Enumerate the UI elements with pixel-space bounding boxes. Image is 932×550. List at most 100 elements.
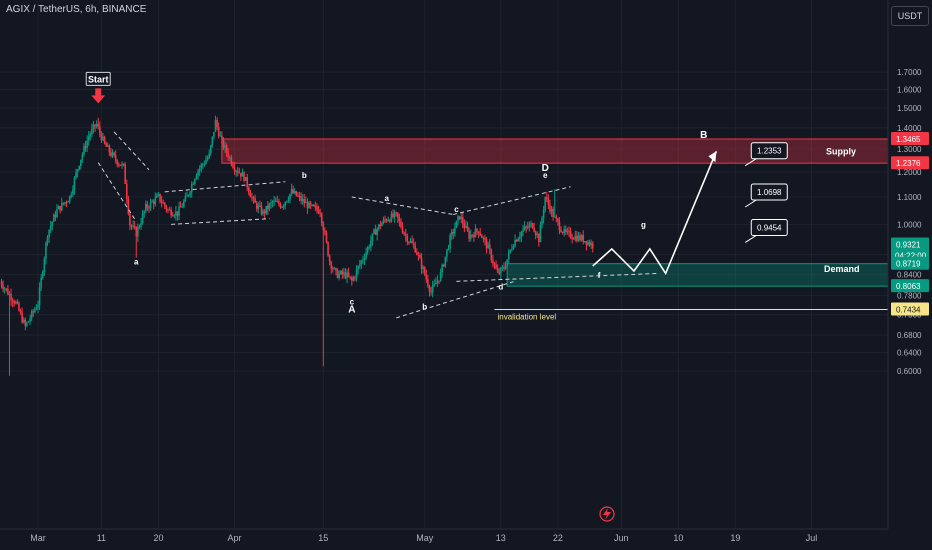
candle	[43, 256, 46, 276]
time-tick-label: Jul	[806, 533, 818, 543]
candle-body	[393, 212, 396, 218]
time-tick-label: 22	[553, 533, 563, 543]
candle	[398, 213, 401, 227]
candle-body	[392, 213, 394, 218]
candle	[330, 260, 333, 274]
candle-body	[68, 196, 71, 202]
candle	[102, 132, 104, 142]
candle-body	[184, 196, 187, 202]
candle-body	[338, 273, 340, 278]
candle	[579, 232, 581, 242]
candle	[94, 124, 96, 132]
candle-body	[481, 235, 483, 238]
candle-body	[377, 224, 380, 229]
candle-body	[97, 124, 100, 127]
candle	[241, 168, 244, 177]
candle-body	[568, 230, 570, 232]
candle-body	[175, 211, 177, 216]
time-tick-label: Mar	[30, 533, 46, 543]
candle	[152, 199, 155, 210]
candle	[89, 131, 92, 141]
candle-body	[205, 160, 207, 164]
candle	[547, 194, 550, 209]
target-pointer	[744, 235, 757, 243]
candle	[70, 191, 73, 199]
candle-body	[370, 240, 372, 248]
candle-body	[538, 234, 540, 243]
candle-body	[73, 177, 76, 190]
candle	[412, 238, 415, 249]
candle-body	[520, 232, 523, 237]
candle	[565, 225, 567, 235]
wave-label-a: a	[384, 194, 389, 203]
candle	[57, 205, 60, 210]
candle-body	[224, 145, 226, 148]
candle-body	[439, 272, 442, 281]
candle-body	[127, 198, 130, 214]
candle	[132, 220, 134, 229]
candle	[81, 152, 84, 163]
candle	[519, 231, 521, 242]
invalidation-label: invalidation level	[497, 312, 556, 321]
candle	[506, 259, 508, 268]
candle-body	[27, 321, 30, 323]
candle-body	[270, 202, 272, 204]
candle-body	[238, 172, 241, 174]
candle	[588, 239, 591, 247]
candle-body	[303, 198, 306, 204]
candle-body	[563, 229, 566, 233]
lightning-icon-bolt	[603, 508, 611, 520]
candle	[170, 206, 172, 218]
candle	[549, 200, 551, 215]
candle	[561, 231, 564, 235]
candle	[439, 268, 442, 282]
candle	[400, 218, 402, 229]
candle-body	[273, 200, 275, 202]
candle	[79, 159, 82, 170]
candle-body	[525, 226, 527, 228]
candle	[270, 199, 272, 209]
candle	[233, 161, 236, 175]
candle	[587, 239, 589, 247]
currency-button[interactable]: USDT	[891, 6, 929, 26]
candle	[576, 230, 578, 243]
candle-body	[395, 212, 398, 214]
candle	[336, 268, 339, 279]
candle	[143, 210, 145, 218]
candle-body	[171, 215, 174, 217]
candle	[484, 234, 486, 246]
candle-body	[173, 215, 176, 217]
candle	[452, 228, 455, 240]
candle	[59, 205, 61, 214]
price-tick-label: 1.0000	[897, 220, 922, 229]
candle	[463, 219, 466, 233]
target-label: 0.9454	[757, 223, 782, 232]
candle	[425, 269, 428, 283]
candle	[389, 218, 391, 224]
trend-line-dashed	[113, 131, 150, 170]
candle-body	[271, 201, 274, 203]
candle-body	[498, 272, 501, 274]
candle	[176, 211, 179, 221]
candle	[100, 130, 103, 143]
candle	[363, 253, 366, 266]
candle	[197, 168, 199, 180]
candle-body	[249, 192, 252, 198]
candle-body	[251, 197, 253, 199]
candle-body	[355, 269, 358, 278]
candle	[552, 206, 554, 221]
candle	[301, 193, 304, 206]
candle-body	[533, 227, 535, 232]
candle	[274, 197, 277, 202]
candle-body	[577, 235, 580, 241]
candle	[468, 227, 470, 243]
candle	[408, 241, 410, 245]
candle-body	[232, 164, 234, 168]
price-badge-bg	[891, 302, 929, 316]
candle	[373, 228, 375, 235]
candle-body	[8, 293, 11, 295]
candle-body	[300, 196, 302, 201]
candle	[24, 317, 27, 331]
candle-body	[197, 170, 199, 176]
